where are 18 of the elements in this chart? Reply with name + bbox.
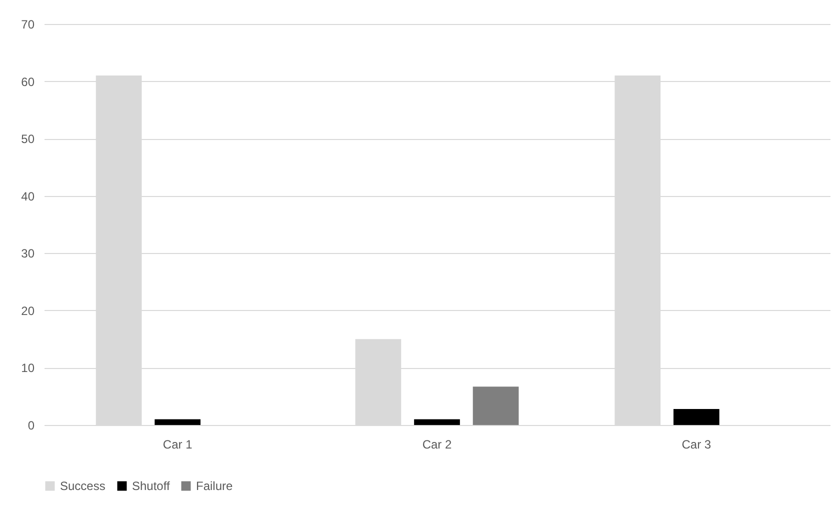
bar [154, 419, 201, 425]
y-tick-label: 30 [21, 246, 35, 261]
legend-label: Failure [196, 479, 234, 493]
y-tick-label: 40 [21, 189, 35, 204]
x-tick-label: Car 3 [682, 438, 712, 452]
y-tick-label: 0 [28, 418, 35, 432]
bar [472, 386, 519, 425]
legend-label: Shutoff [132, 479, 170, 493]
y-tick-label: 10 [21, 361, 35, 376]
y-tick-label: 50 [21, 132, 35, 146]
y-tick-label: 60 [21, 74, 35, 89]
x-tick-label: Car 2 [422, 438, 452, 452]
y-tick-label: 20 [21, 304, 35, 318]
bar [673, 408, 720, 425]
x-tick-label: Car 1 [162, 438, 193, 452]
bar [414, 419, 460, 425]
y-tick-label: 70 [21, 18, 35, 32]
legend-label: Success [60, 479, 106, 493]
